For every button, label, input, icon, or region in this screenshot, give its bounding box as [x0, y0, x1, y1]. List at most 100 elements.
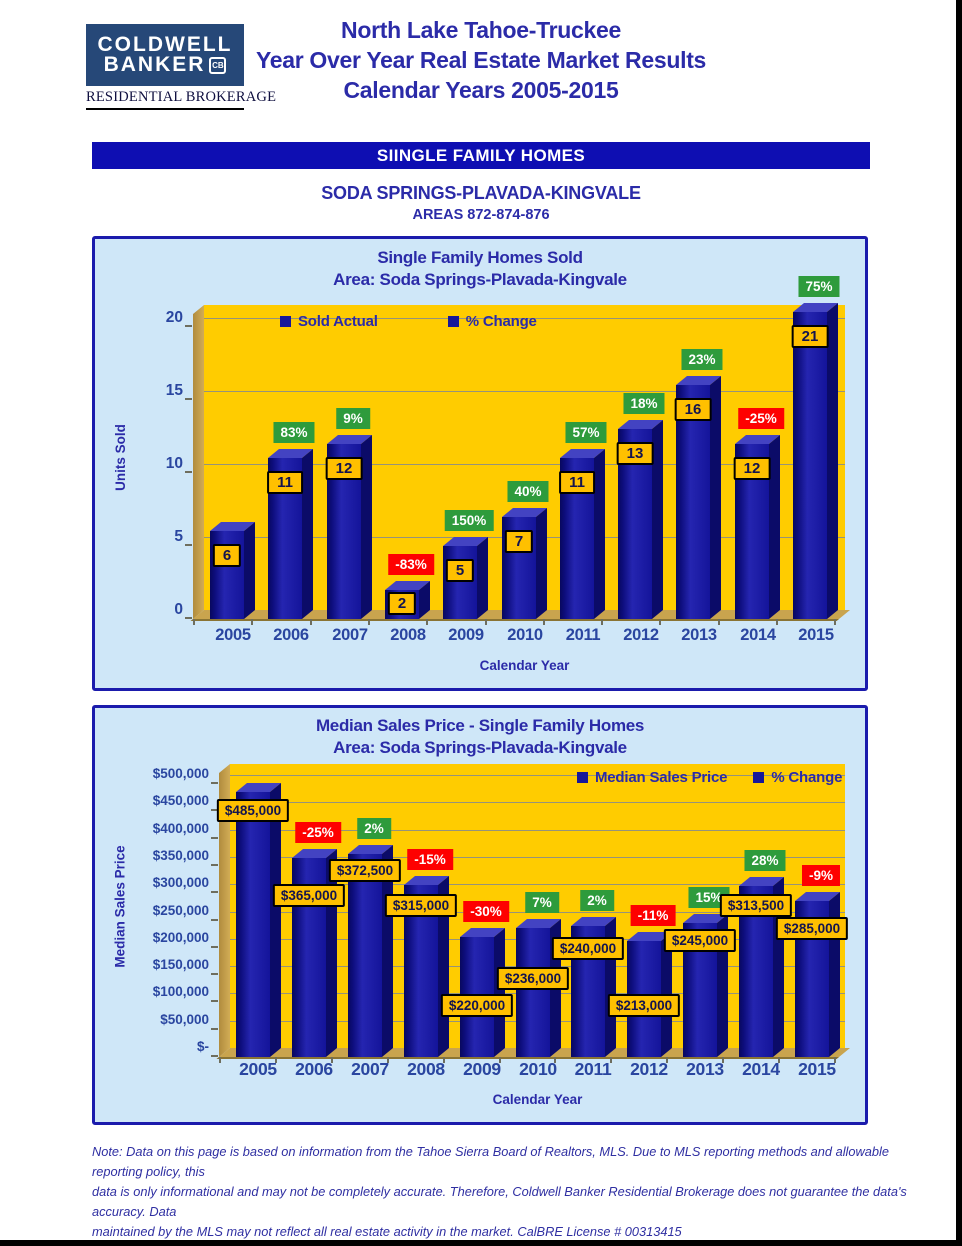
pct-change-badge: 9%	[336, 408, 370, 429]
legend-item-sold-actual: Sold Actual	[280, 313, 378, 330]
bar	[210, 521, 255, 619]
bar-side-face	[361, 434, 372, 619]
bar-side-face	[244, 521, 255, 619]
bar-value-label: $285,000	[775, 917, 849, 940]
x-tick-label: 2007	[332, 626, 368, 644]
x-axis-tick	[368, 619, 370, 625]
y-axis-tick	[211, 782, 218, 784]
scan-edge-bottom	[0, 1240, 962, 1246]
pct-change-badge: 15%	[688, 887, 730, 908]
x-tick-label: 2012	[630, 1059, 668, 1079]
chart2-legend: Median Sales Price % Change	[577, 769, 842, 786]
bar-front-face	[676, 385, 710, 619]
x-tick-label: 2005	[215, 626, 251, 644]
bar-value-label: $240,000	[551, 937, 625, 960]
area-subtitle: SODA SPRINGS-PLAVADA-KINGVALE	[321, 183, 641, 203]
bar-value-label: 12	[733, 457, 771, 480]
y-axis-tick	[185, 398, 192, 400]
legend-item-label: Median Sales Price	[595, 769, 728, 786]
pct-change-badge: -11%	[630, 905, 676, 926]
gridline	[230, 884, 845, 885]
page-title-line-3: Calendar Years 2005-2015	[343, 77, 619, 103]
legend-item-label: % Change	[771, 769, 843, 786]
pct-change-badge: 2%	[580, 890, 614, 911]
bar	[502, 507, 547, 619]
gridline	[230, 775, 845, 776]
y-axis-tick	[211, 837, 218, 839]
bar-front-face	[793, 312, 827, 619]
x-axis-tick	[610, 1057, 612, 1063]
y-tick-label: $150,000	[152, 957, 209, 972]
x-tick-label: 2015	[798, 626, 834, 644]
x-axis-tick	[331, 1057, 333, 1063]
pct-change-badge: -15%	[407, 849, 453, 870]
pct-change-badge: -30%	[463, 901, 509, 922]
chart-panel-median-price: Median Sales Price - Single Family Homes…	[92, 705, 868, 1125]
footnote-line-1: Note: Data on this page is based on info…	[92, 1144, 889, 1179]
pct-change-badge: -25%	[295, 822, 341, 843]
y-axis-tick	[211, 891, 218, 893]
x-axis-tick	[666, 1057, 668, 1063]
legend-marker-icon	[447, 316, 459, 327]
chart1-legend: Sold Actual % Change	[280, 313, 537, 330]
chart1-canvas: 20 15 10 5 0 6 2005 11 83% 2006 12 9% 2007 2 -83% 2008 5…	[95, 239, 865, 688]
y-axis-tick	[211, 864, 218, 866]
x-tick-label: 2011	[565, 626, 601, 644]
pct-change-badge: 75%	[798, 276, 840, 297]
pct-change-badge: 57%	[565, 422, 607, 443]
bar-side-face	[710, 375, 721, 619]
y-tick-label: $350,000	[152, 848, 209, 863]
bar	[516, 918, 561, 1057]
y-tick-label: 20	[165, 309, 183, 326]
bar-side-face	[494, 927, 505, 1057]
x-tick-label: 2008	[407, 1059, 445, 1079]
bar-side-face	[477, 536, 488, 619]
bar	[460, 927, 505, 1057]
bar-value-label: $365,000	[272, 884, 346, 907]
logo-text-coldwell: COLDWELL	[97, 33, 233, 56]
bar-side-face	[652, 419, 663, 619]
x-axis-tick	[275, 1057, 277, 1063]
y-axis-tick	[211, 1000, 218, 1002]
bar-front-face	[443, 546, 477, 619]
bar-value-label: 11	[267, 471, 303, 494]
x-tick-label: 2005	[239, 1059, 277, 1079]
chart2-x-axis-label: Calendar Year	[492, 1092, 583, 1107]
x-axis-tick	[776, 619, 778, 625]
bar-value-label: 12	[325, 457, 363, 480]
x-tick-label: 2010	[507, 626, 543, 644]
legend-marker-icon	[753, 772, 765, 783]
y-tick-label: 0	[174, 601, 183, 618]
bar-value-label: 7	[504, 530, 534, 553]
y-tick-label: 5	[174, 528, 183, 545]
bar	[793, 302, 838, 619]
page-title: North Lake Tahoe-Truckee Year Over Year …	[0, 15, 962, 105]
y-axis-tick	[185, 617, 192, 619]
x-axis-tick	[722, 1057, 724, 1063]
x-axis-tick	[193, 619, 195, 625]
footnote-line-2: data is only informational and may not b…	[92, 1184, 907, 1219]
section-banner-label: SIINGLE FAMILY HOMES	[376, 145, 586, 165]
bar-side-face	[536, 507, 547, 619]
bar-value-label: $245,000	[663, 929, 737, 952]
bar-value-label: $236,000	[496, 967, 570, 990]
x-axis-tick	[499, 1057, 501, 1063]
x-axis-tick	[310, 619, 312, 625]
y-axis-tick	[211, 1055, 218, 1057]
y-tick-label: 15	[165, 382, 183, 399]
legend-item-median-price: Median Sales Price	[577, 769, 728, 786]
x-axis-tick	[543, 619, 545, 625]
x-tick-label: 2013	[681, 626, 717, 644]
y-axis-tick	[185, 544, 192, 546]
bar	[443, 536, 488, 619]
x-tick-label: 2014	[740, 626, 776, 644]
y-tick-label: $300,000	[152, 875, 209, 890]
x-axis-tick	[834, 1057, 836, 1063]
page-title-line-2: Year Over Year Real Estate Market Result…	[255, 47, 707, 73]
y-tick-label: $250,000	[152, 903, 209, 918]
x-axis-tick	[443, 1057, 445, 1063]
pct-change-badge: 7%	[525, 892, 559, 913]
gridline	[230, 857, 845, 858]
y-axis-tick	[185, 325, 192, 327]
x-tick-label: 2012	[623, 626, 659, 644]
